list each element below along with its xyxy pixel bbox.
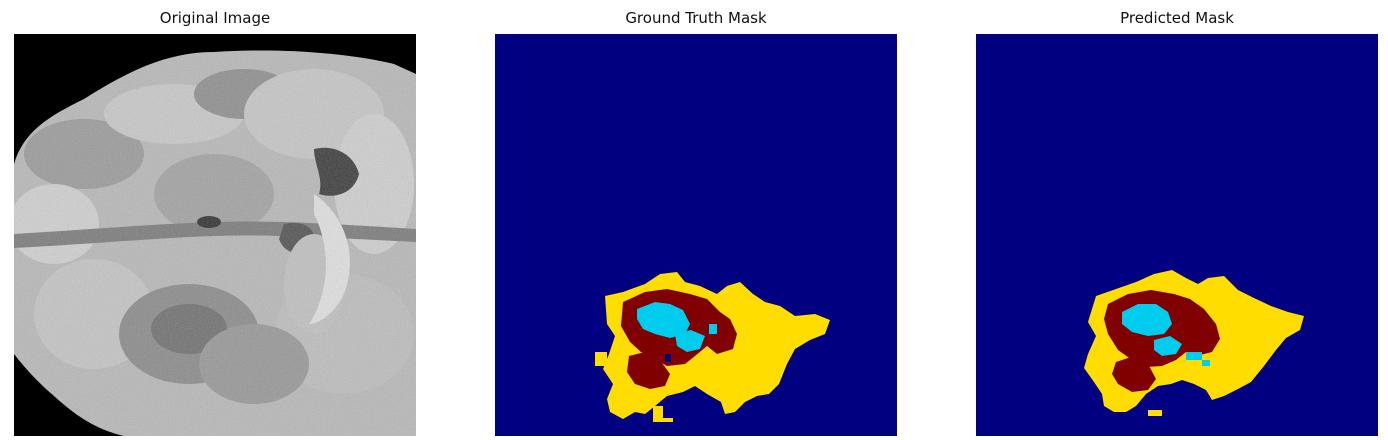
original-image-frame (14, 34, 416, 436)
enhancing-region (637, 302, 690, 338)
enhancing-region-small (1154, 336, 1182, 356)
enhancing-fragment (709, 324, 717, 334)
predicted-title: Predicted Mask (1120, 9, 1234, 27)
enhancing-fragment (1186, 352, 1202, 360)
original-image-title: Original Image (159, 9, 271, 27)
predicted-mask (976, 34, 1378, 436)
enhancing-region (1122, 304, 1172, 336)
background-gap (663, 406, 673, 418)
mri-slice-image (14, 34, 416, 436)
ground-truth-frame (495, 34, 897, 436)
edema-fragment (1148, 410, 1162, 416)
predicted-panel: Predicted Mask (976, 0, 1378, 440)
necrotic-region-lower (627, 352, 670, 389)
predicted-frame (976, 34, 1378, 436)
original-image-panel: Original Image (14, 0, 416, 440)
necrotic-region-lower (1112, 356, 1156, 392)
enhancing-region-small (675, 330, 705, 352)
ground-truth-mask (495, 34, 897, 436)
background-gap (665, 354, 671, 362)
brain-tissue (14, 50, 416, 436)
enhancing-fragment (1202, 360, 1210, 366)
ground-truth-panel: Ground Truth Mask (495, 0, 897, 440)
ground-truth-title: Ground Truth Mask (625, 9, 767, 27)
edema-fragment (595, 352, 607, 366)
